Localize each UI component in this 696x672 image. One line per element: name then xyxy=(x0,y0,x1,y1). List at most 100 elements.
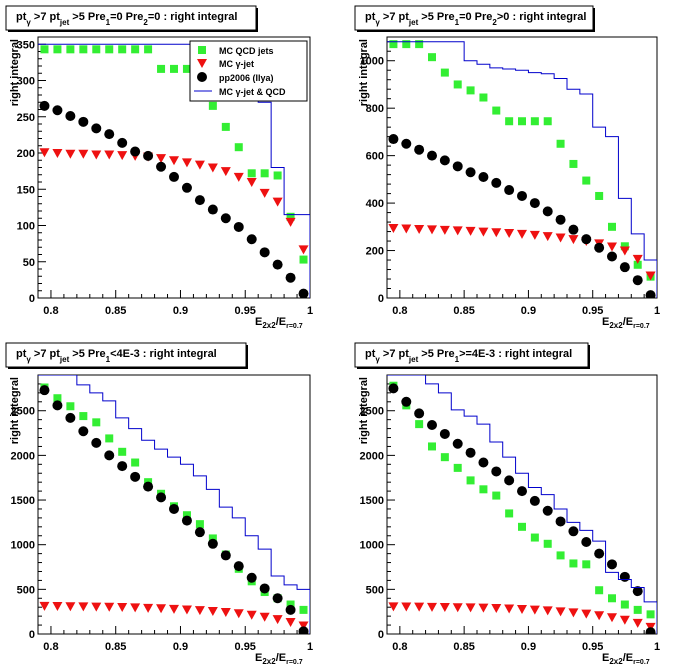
data-point xyxy=(104,129,115,140)
gjet-point xyxy=(439,603,450,613)
gjet-point xyxy=(220,167,231,177)
legend-sum-label: MC γ-jet & QCD xyxy=(219,87,286,97)
y-tick-label: 2500 xyxy=(360,406,384,418)
sum-histogram-line xyxy=(387,41,657,298)
data-point xyxy=(491,466,502,477)
title-text: >7 pt xyxy=(31,11,60,23)
data-point xyxy=(504,475,515,486)
data-point xyxy=(504,185,515,196)
data-point xyxy=(529,495,540,506)
x-label-E: E xyxy=(602,316,609,328)
data-point xyxy=(388,383,399,394)
data-point xyxy=(220,550,231,561)
series-sum xyxy=(38,375,310,634)
y-tick-label: 100 xyxy=(17,221,35,233)
data-point xyxy=(517,486,527,497)
gjet-point xyxy=(555,607,566,617)
title-sub-gamma: γ xyxy=(375,18,380,27)
sum-histogram-line xyxy=(38,375,310,634)
title-sub-1: 1 xyxy=(455,18,460,27)
data-point xyxy=(143,481,154,492)
y-tick-label: 500 xyxy=(366,584,384,596)
gjet-point xyxy=(207,606,218,616)
qcd-point xyxy=(92,45,101,54)
title-box xyxy=(354,5,594,31)
data-point xyxy=(130,471,141,482)
data-point xyxy=(246,234,257,245)
x-tick-label: 0.85 xyxy=(105,641,126,653)
gjet-point xyxy=(233,172,244,182)
gjet-point xyxy=(478,227,489,237)
gjet-point xyxy=(452,603,463,613)
title-text: >5 Pre xyxy=(418,11,454,23)
y-axis-label: right integral xyxy=(358,377,370,444)
gjet-point xyxy=(465,226,476,236)
x-tick-label: 0.8 xyxy=(43,641,58,653)
title-sub-gamma: γ xyxy=(375,355,380,364)
qcd-point xyxy=(543,539,552,548)
gjet-point xyxy=(91,602,102,612)
x-tick-label: 0.8 xyxy=(392,641,407,653)
qcd-point xyxy=(620,242,629,251)
gjet-point xyxy=(504,228,515,238)
gjet-point xyxy=(39,601,50,611)
data-point xyxy=(607,559,617,570)
data-point xyxy=(619,571,630,582)
x-tick-label: 0.9 xyxy=(173,641,188,653)
gjet-point xyxy=(517,604,527,614)
legend-data-marker xyxy=(197,72,207,82)
qcd-point xyxy=(260,169,269,178)
data-point xyxy=(246,572,257,583)
title-sub-1: 1 xyxy=(106,18,111,27)
qcd-point xyxy=(505,509,514,518)
data-point xyxy=(427,420,437,431)
qcd-point xyxy=(505,117,514,126)
plot-title: ptγ >7 ptjet >5 Pre1=0 Pre2=0 : right in… xyxy=(16,11,237,27)
data-point xyxy=(478,171,489,182)
gjet-point xyxy=(645,271,656,281)
title-box xyxy=(354,342,589,368)
title-sub-2: 2 xyxy=(143,18,148,27)
gjet-point xyxy=(272,615,283,625)
x-tick-label: 0.9 xyxy=(521,305,536,317)
series-data xyxy=(39,385,309,634)
x-tick-label: 0.85 xyxy=(105,305,126,317)
x-label-sub: r=0.7 xyxy=(633,659,650,666)
title-box xyxy=(5,5,257,31)
y-tick-label: 200 xyxy=(17,148,35,160)
data-point xyxy=(52,400,63,411)
x-label-sub: 2x2 xyxy=(609,657,623,666)
qcd-point xyxy=(40,45,49,54)
gjet-point xyxy=(117,603,128,613)
panel-2: ptγ >7 ptjet >5 Pre1=0 Pre2>0 : right in… xyxy=(354,5,660,330)
data-point xyxy=(259,583,270,594)
title-sub-gamma: γ xyxy=(26,355,31,364)
series-gjet xyxy=(388,602,656,632)
title-text: >7 pt xyxy=(31,348,60,360)
data-point xyxy=(104,450,115,461)
data-point xyxy=(194,195,205,206)
data-point xyxy=(298,288,309,298)
data-point xyxy=(143,150,154,161)
qcd-point xyxy=(195,520,204,529)
data-point xyxy=(452,438,463,449)
qcd-point xyxy=(569,159,578,168)
x-tick-label: 1 xyxy=(654,305,660,317)
qcd-point xyxy=(79,45,88,54)
gjet-point xyxy=(272,197,283,207)
x-label-E: /E xyxy=(276,316,286,328)
title-pt: pt xyxy=(16,11,27,23)
data-point xyxy=(452,161,463,172)
y-tick-label: 1000 xyxy=(360,540,384,552)
gjet-point xyxy=(555,233,566,243)
data-point xyxy=(645,290,656,298)
data-point xyxy=(568,526,579,537)
gjet-point xyxy=(220,607,231,617)
gjet-point xyxy=(607,613,617,623)
gjet-point xyxy=(414,224,425,234)
y-tick-label: 0 xyxy=(378,293,384,305)
qcd-point xyxy=(92,418,101,427)
x-tick-label: 0.95 xyxy=(235,641,256,653)
title-text: >5 Pre xyxy=(418,348,454,360)
qcd-point xyxy=(118,447,127,456)
